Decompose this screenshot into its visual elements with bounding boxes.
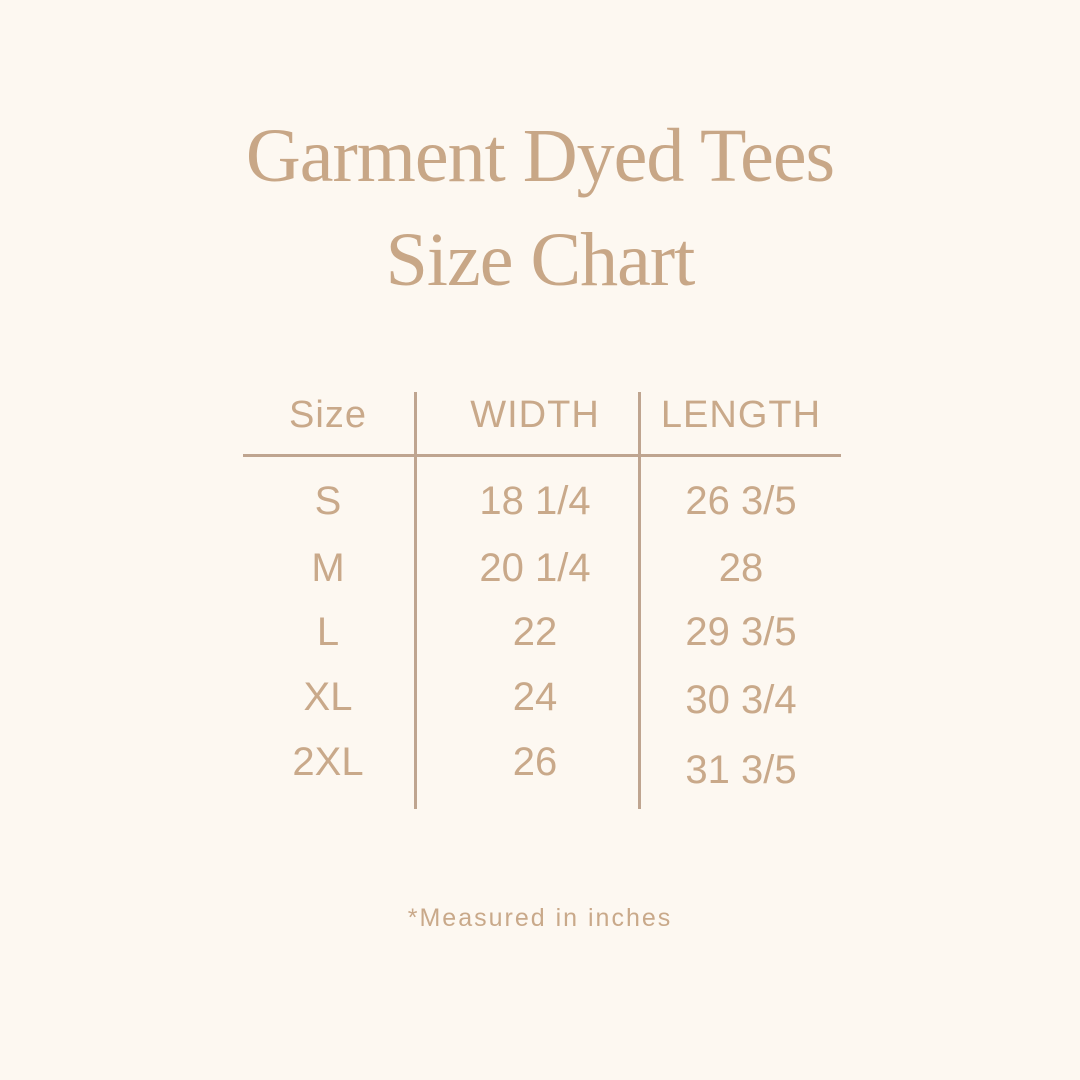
cell-length: 31 3/5 bbox=[685, 748, 797, 792]
cell-length: 29 3/5 bbox=[685, 610, 797, 654]
cell-width: 24 bbox=[512, 675, 558, 719]
cell-length: 28 bbox=[718, 546, 764, 590]
column-divider-1 bbox=[414, 392, 417, 809]
cell-size: M bbox=[311, 546, 345, 590]
title-line-1: Garment Dyed Tees bbox=[245, 114, 835, 198]
title-line-2: Size Chart bbox=[385, 218, 696, 302]
cell-width: 26 bbox=[512, 740, 558, 784]
footnote: *Measured in inches bbox=[407, 904, 673, 932]
header-length: LENGTH bbox=[660, 394, 822, 436]
cell-width: 20 1/4 bbox=[479, 546, 591, 590]
column-divider-2 bbox=[638, 392, 641, 809]
cell-length: 26 3/5 bbox=[685, 479, 797, 523]
header-width: WIDTH bbox=[470, 394, 600, 436]
header-divider bbox=[243, 454, 841, 457]
cell-size: L bbox=[316, 610, 340, 654]
cell-size: XL bbox=[303, 675, 353, 719]
cell-size: 2XL bbox=[292, 740, 364, 784]
cell-width: 22 bbox=[512, 610, 558, 654]
cell-size: S bbox=[314, 479, 342, 523]
header-size: Size bbox=[289, 394, 367, 436]
cell-width: 18 1/4 bbox=[479, 479, 591, 523]
cell-length: 30 3/4 bbox=[685, 678, 797, 722]
